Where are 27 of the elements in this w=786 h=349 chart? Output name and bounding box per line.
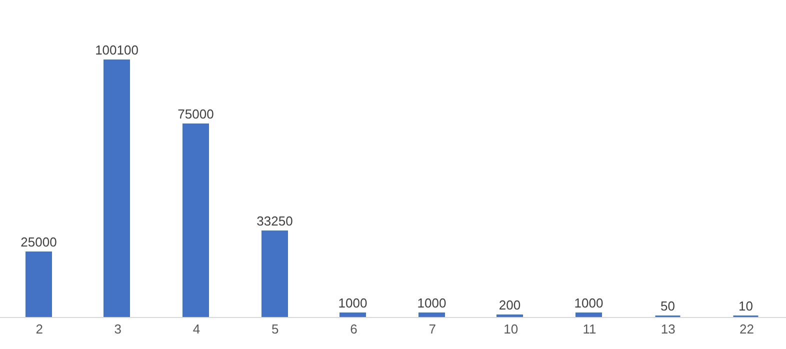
x-tick-label: 10 xyxy=(504,322,518,337)
bar xyxy=(104,60,130,317)
x-tick-label: 13 xyxy=(660,322,676,337)
x-tick-label: 3 xyxy=(114,322,122,337)
data-label: 1000 xyxy=(574,295,604,310)
x-tick-label: 6 xyxy=(350,322,358,337)
data-label: 50 xyxy=(660,298,675,314)
data-label: 1000 xyxy=(338,295,368,310)
x-tick-label: 2 xyxy=(36,322,43,337)
x-tick-label: 22 xyxy=(739,322,754,337)
x-tick-label: 7 xyxy=(428,322,436,337)
data-label: 25000 xyxy=(20,234,57,250)
data-label: 200 xyxy=(498,297,521,312)
data-label: 33250 xyxy=(256,213,293,228)
bar xyxy=(182,124,209,317)
bar xyxy=(262,230,288,317)
bar xyxy=(418,312,445,317)
data-label: 10 xyxy=(738,298,753,314)
data-label: 75000 xyxy=(178,106,214,122)
data-label: 100100 xyxy=(95,42,138,58)
x-tick-label: 11 xyxy=(582,322,596,337)
data-label: 1000 xyxy=(417,295,446,310)
bar xyxy=(26,252,52,317)
bar xyxy=(576,312,602,317)
bar xyxy=(340,312,366,317)
x-tick-label: 4 xyxy=(192,322,200,337)
x-tick-label: 5 xyxy=(271,322,279,337)
